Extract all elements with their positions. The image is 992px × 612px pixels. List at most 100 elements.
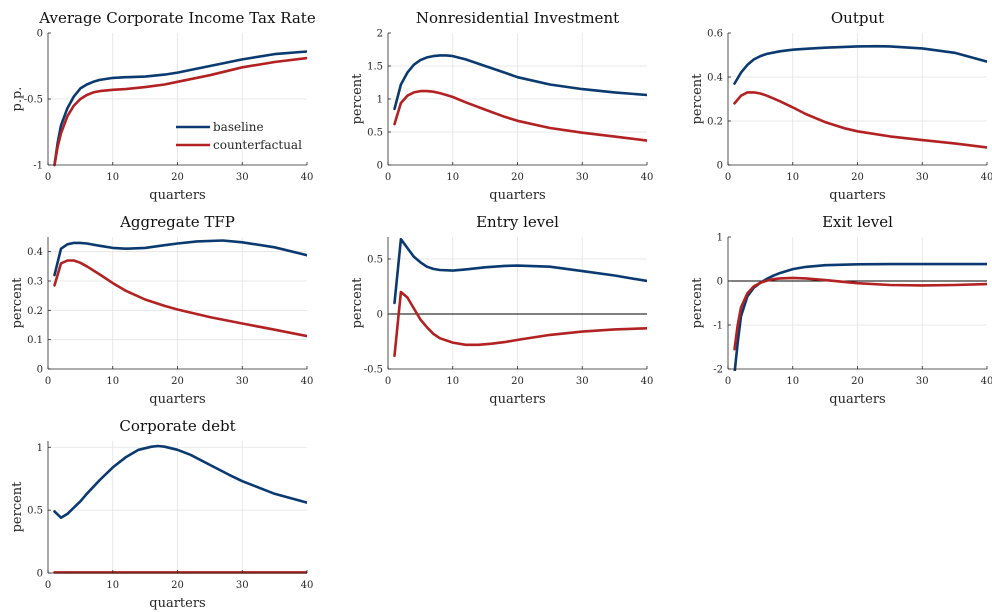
- chart-title: Aggregate TFP: [119, 213, 235, 231]
- y-tick-label: 0.2: [27, 306, 43, 317]
- y-tick-label: 1.5: [367, 62, 383, 73]
- y-tick-label: 0.3: [27, 277, 43, 288]
- x-tick-label: 40: [301, 172, 314, 183]
- chart-tfp: 0 10 20 30 40 0 0.1 0.2 0.3 0.4 Aggregate TFP quart…: [10, 213, 313, 407]
- x-axis-label: quarters: [489, 392, 545, 407]
- x-tick-label: 0: [725, 172, 731, 183]
- x-tick-label: 40: [641, 172, 654, 183]
- x-tick-label: 0: [45, 376, 51, 387]
- x-tick-label: 10: [446, 376, 459, 387]
- x-tick-label: 10: [106, 376, 119, 387]
- y-tick-label: 0.1: [27, 335, 43, 346]
- x-tick-label: 0: [45, 580, 51, 591]
- y-tick-label: 0.5: [367, 128, 383, 139]
- chart-output: 0 10 20 30 40 0 0.2 0.4 0.6 Output quarters percent: [690, 9, 992, 203]
- y-tick-label: 0: [37, 29, 43, 40]
- chart-debt: 0 10 20 30 40 0 0.5 1 Corporate debt quarters perc…: [10, 417, 313, 611]
- x-tick-label: 30: [916, 376, 929, 387]
- series-line-counterfactual: [53, 259, 307, 338]
- chart-exit: 0 10 20 30 40 -2 -1 0 1 Exit level quarters percent: [690, 213, 992, 407]
- x-tick-label: 40: [981, 172, 992, 183]
- x-tick-label: 0: [45, 172, 51, 183]
- x-axis-label: quarters: [829, 392, 885, 407]
- x-tick-label: 30: [576, 376, 589, 387]
- y-tick-label: 0: [37, 569, 43, 580]
- chart-tax-rate: 0 10 20 30 40 -1 -0.5 0 Average Corporate Income…: [10, 9, 316, 203]
- y-tick-label: -1: [33, 161, 43, 172]
- x-tick-label: 20: [511, 376, 524, 387]
- y-tick-label: 0.5: [367, 255, 383, 266]
- y-tick-label: 0.4: [27, 247, 43, 258]
- x-tick-label: 20: [851, 376, 864, 387]
- x-tick-label: 20: [851, 172, 864, 183]
- y-tick-label: 0: [717, 161, 723, 172]
- y-tick-label: 0: [37, 365, 43, 376]
- x-axis-label: quarters: [149, 596, 205, 611]
- y-tick-label: -1: [713, 321, 723, 332]
- y-axis-label: percent: [350, 277, 365, 329]
- legend: baseline counterfactual: [176, 120, 302, 152]
- series-line-baseline: [53, 239, 307, 277]
- chart-title: Exit level: [822, 213, 893, 231]
- y-tick-label: -0.5: [24, 95, 43, 106]
- y-tick-label: 1: [37, 443, 43, 454]
- y-tick-label: 0.2: [707, 117, 723, 128]
- x-tick-label: 10: [786, 172, 799, 183]
- y-axis-label: percent: [10, 481, 25, 533]
- y-tick-label: 0.5: [27, 506, 43, 517]
- x-tick-label: 20: [171, 580, 184, 591]
- x-tick-label: 40: [641, 376, 654, 387]
- chart-title: Average Corporate Income Tax Rate: [38, 9, 316, 27]
- x-tick-label: 10: [446, 172, 459, 183]
- x-tick-label: 30: [576, 172, 589, 183]
- x-tick-label: 30: [916, 172, 929, 183]
- y-tick-label: 0: [377, 310, 383, 321]
- y-axis-label: percent: [690, 277, 705, 329]
- x-tick-label: 20: [511, 172, 524, 183]
- x-tick-label: 0: [385, 376, 391, 387]
- chart-investment: 0 10 20 30 40 0 0.5 1 1.5 2 Nonresidential Investm…: [350, 9, 653, 203]
- x-tick-label: 10: [786, 376, 799, 387]
- chart-title: Output: [831, 9, 884, 27]
- x-tick-label: 40: [301, 580, 314, 591]
- y-tick-label: 0: [717, 277, 723, 288]
- y-tick-label: 0.6: [707, 29, 723, 40]
- x-tick-label: 30: [236, 172, 249, 183]
- y-tick-label: 1: [717, 233, 723, 244]
- x-tick-label: 0: [725, 376, 731, 387]
- x-tick-label: 20: [171, 172, 184, 183]
- y-axis-label: percent: [350, 73, 365, 125]
- series-line-counterfactual: [733, 91, 987, 149]
- legend-label-baseline: baseline: [213, 120, 264, 134]
- legend-label-counterfactual: counterfactual: [213, 138, 302, 152]
- x-axis-label: quarters: [829, 188, 885, 203]
- y-axis-label: p.p.: [10, 87, 25, 112]
- y-axis-label: percent: [690, 73, 705, 125]
- x-tick-label: 30: [236, 580, 249, 591]
- y-tick-label: 1: [377, 95, 383, 106]
- y-tick-label: 0.4: [707, 73, 723, 84]
- y-tick-label: 0: [377, 161, 383, 172]
- series-line-baseline: [733, 44, 987, 85]
- x-tick-label: 40: [301, 376, 314, 387]
- series-line-baseline: [733, 262, 987, 371]
- series-line-baseline: [393, 54, 647, 111]
- series-line-counterfactual: [393, 89, 647, 142]
- x-tick-label: 20: [171, 376, 184, 387]
- series-line-counterfactual: [53, 56, 307, 167]
- x-tick-label: 30: [236, 376, 249, 387]
- series-line-baseline: [53, 444, 307, 519]
- x-axis-label: quarters: [149, 188, 205, 203]
- x-tick-label: 40: [981, 376, 992, 387]
- x-tick-label: 0: [385, 172, 391, 183]
- series-line-baseline: [393, 237, 647, 305]
- chart-title: Nonresidential Investment: [416, 9, 619, 27]
- x-tick-label: 10: [106, 172, 119, 183]
- y-tick-label: -0.5: [364, 365, 383, 376]
- y-tick-label: 2: [377, 29, 383, 40]
- series-line-counterfactual: [733, 276, 987, 351]
- y-axis-label: percent: [10, 277, 25, 329]
- chart-title: Entry level: [476, 213, 559, 231]
